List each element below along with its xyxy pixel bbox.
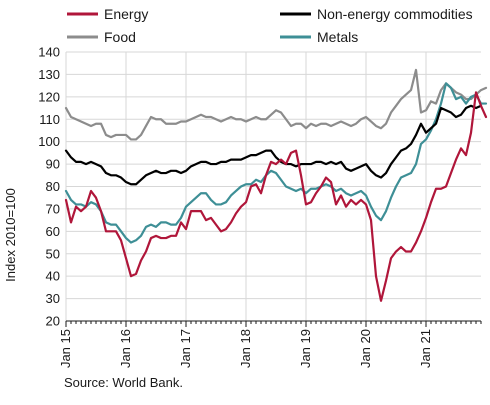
axis-layer: 20 30 40 50 60 70 80 90 100 110 120 130 140 Jan 15 Jan…: [38, 45, 482, 368]
x-tick-label: Jan 18: [238, 329, 253, 368]
x-tick-label: Jan 16: [118, 329, 133, 368]
y-tick-label: 110: [39, 112, 60, 127]
y-tick-label: 130: [38, 67, 60, 82]
y-tick-label: 80: [46, 179, 60, 194]
grid-layer: [65, 51, 481, 321]
x-tick-label: Jan 17: [178, 329, 193, 368]
y-tick-label: 140: [38, 45, 60, 60]
legend-item-energy: Energy: [67, 6, 148, 22]
y-tick-label: 100: [38, 134, 60, 149]
legend-item-metals: Metals: [280, 29, 358, 45]
series-line-metals: [64, 82, 488, 244]
series-line-food: [64, 68, 488, 141]
series-layer: [64, 68, 488, 302]
y-tick-label: 60: [46, 224, 60, 239]
series-line-non-energy-commodities: [64, 104, 483, 186]
y-tick-label: 30: [46, 291, 60, 306]
legend-label: Non-energy commodities: [317, 6, 473, 22]
y-tick-label: 90: [46, 157, 60, 172]
y-tick-label: 20: [46, 314, 60, 329]
x-tick-label: Jan 21: [418, 329, 433, 368]
series-line-energy: [64, 91, 488, 302]
y-tick-label: 70: [46, 201, 60, 216]
y-tick-label: 40: [46, 269, 60, 284]
y-tick-label: 50: [46, 246, 60, 261]
y-axis-title: Index 2010=100: [3, 188, 18, 282]
legend-item-food: Food: [67, 29, 136, 45]
legend: Energy Non-energy commodities Food Metals: [67, 6, 473, 45]
legend-label: Metals: [317, 29, 358, 45]
y-tick-label: 120: [38, 89, 60, 104]
x-tick-label: Jan 15: [58, 329, 73, 368]
x-tick-label: Jan 19: [298, 329, 313, 368]
x-tick-label: Jan 20: [358, 329, 373, 368]
legend-label: Food: [104, 29, 136, 45]
legend-label: Energy: [104, 6, 148, 22]
source-note: Source: World Bank.: [64, 375, 183, 390]
legend-item-non-energy-commodities: Non-energy commodities: [280, 6, 473, 22]
